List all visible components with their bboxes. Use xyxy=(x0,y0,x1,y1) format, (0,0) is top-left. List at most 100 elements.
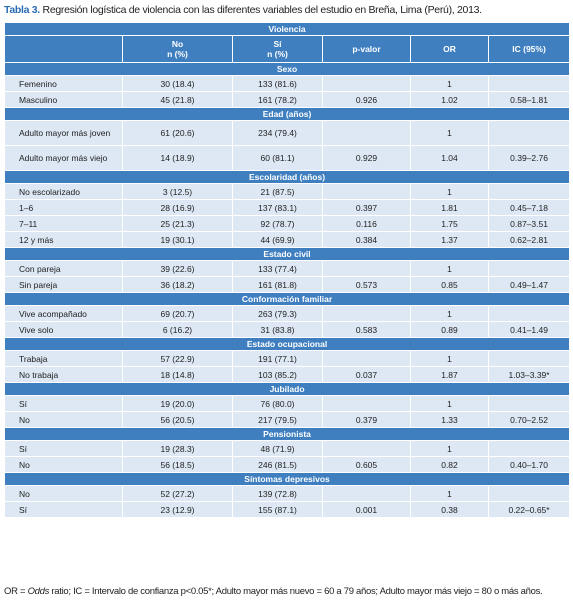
cell xyxy=(487,485,571,502)
cell: 19 (20.0) xyxy=(122,395,233,412)
table-label: Tabla 3. xyxy=(4,4,40,16)
footnote: OR = Odds ratio; IC = Intervalo de confi… xyxy=(4,586,543,597)
row-label: 7–11 xyxy=(4,215,123,232)
section-header: Estado civil xyxy=(3,247,571,261)
cell: 1.81 xyxy=(410,199,489,216)
data-row: Con pareja 39 (22.6) 133 (77.4) 1 xyxy=(4,260,571,277)
cell: 56 (18.5) xyxy=(122,456,233,473)
cell: 1 xyxy=(410,75,489,92)
cell xyxy=(487,260,571,277)
cell: 103 (85.2) xyxy=(232,366,323,383)
cell: 0.379 xyxy=(322,411,411,428)
data-row: 1–6 28 (16.9) 137 (83.1) 0.397 1.81 0.45–7.18 xyxy=(4,199,571,216)
row-label: 12 y más xyxy=(4,231,123,248)
cell: 0.58–1.81 xyxy=(487,91,571,108)
column-header-line: Sí xyxy=(273,39,282,49)
cell: 36 (18.2) xyxy=(122,276,233,293)
cell: 0.926 xyxy=(322,91,411,108)
cell: 0.70–2.52 xyxy=(487,411,571,428)
cell: 19 (28.3) xyxy=(122,440,233,457)
data-row: Vive acompañado 69 (20.7) 263 (79.3) 1 xyxy=(4,305,571,322)
cell xyxy=(487,183,571,200)
cell xyxy=(322,485,411,502)
column-header: OR xyxy=(410,35,489,63)
cell xyxy=(487,75,571,92)
cell xyxy=(322,260,411,277)
data-row: Adulto mayor más joven 61 (20.6) 234 (79.4… xyxy=(4,120,571,146)
row-label: Femenino xyxy=(4,75,123,92)
column-header: No n (%) xyxy=(122,35,233,63)
section-header: Pensionista xyxy=(3,427,571,441)
cell: 57 (22.9) xyxy=(122,350,233,367)
section-header-row: Escolaridad (años) xyxy=(3,170,571,184)
cell: 0.037 xyxy=(322,366,411,383)
section-header: Sexo xyxy=(3,62,571,76)
cell: 28 (16.9) xyxy=(122,199,233,216)
row-label: Masculino xyxy=(4,91,123,108)
row-label: No xyxy=(4,485,123,502)
data-row: No escolarizado 3 (12.5) 21 (87.5) 1 xyxy=(4,183,571,200)
column-header-line: n (%) xyxy=(167,49,188,59)
data-row: No 56 (20.5) 217 (79.5) 0.379 1.33 0.70–2.52 xyxy=(4,411,571,428)
cell xyxy=(322,350,411,367)
title-text: Regresión logística de violencia con las… xyxy=(39,4,483,16)
cell: 161 (81.8) xyxy=(232,276,323,293)
cell: 0.22–0.65* xyxy=(487,501,571,518)
section-header: Síntomas depresivos xyxy=(3,472,571,486)
row-label: Adulto mayor más joven xyxy=(4,120,123,146)
data-row: 12 y más 19 (30.1) 44 (69.9) 0.384 1.37 0.62–… xyxy=(4,231,571,248)
data-row: No 52 (27.2) 139 (72.8) 1 xyxy=(4,485,571,502)
cell: 133 (81.6) xyxy=(232,75,323,92)
cell: 0.397 xyxy=(322,199,411,216)
column-header-line: p-valor xyxy=(352,44,381,54)
cell: 0.001 xyxy=(322,501,411,518)
row-label: Sin pareja xyxy=(4,276,123,293)
cell: 0.605 xyxy=(322,456,411,473)
cell: 0.583 xyxy=(322,321,411,338)
cell: 1 xyxy=(410,440,489,457)
cell: 56 (20.5) xyxy=(122,411,233,428)
cell: 14 (18.9) xyxy=(122,145,233,171)
cell: 1.37 xyxy=(410,231,489,248)
column-header: Sí n (%) xyxy=(232,35,323,63)
cell: 1.33 xyxy=(410,411,489,428)
row-label: 1–6 xyxy=(4,199,123,216)
cell: 44 (69.9) xyxy=(232,231,323,248)
cell xyxy=(322,120,411,146)
cell: 60 (81.1) xyxy=(232,145,323,171)
row-label: No xyxy=(4,411,123,428)
cell: 0.87–3.51 xyxy=(487,215,571,232)
footnote-italic: Odds xyxy=(27,586,50,597)
section-header: Conformación familiar xyxy=(3,292,571,306)
section-header: Estado ocupacional xyxy=(3,337,571,351)
cell: 0.45–7.18 xyxy=(487,199,571,216)
cell: 0.82 xyxy=(410,456,489,473)
section-header-row: Síntomas depresivos xyxy=(3,472,571,486)
cell: 1 xyxy=(410,183,489,200)
data-row: Femenino 30 (18.4) 133 (81.6) 1 xyxy=(4,75,571,92)
cell: 0.573 xyxy=(322,276,411,293)
cell xyxy=(487,350,571,367)
cell: 6 (16.2) xyxy=(122,321,233,338)
row-label: Vive solo xyxy=(4,321,123,338)
cell: 0.39–2.76 xyxy=(487,145,571,171)
row-label: Vive acompañado xyxy=(4,305,123,322)
cell xyxy=(322,75,411,92)
column-header: p-valor xyxy=(322,35,411,63)
cell: 1 xyxy=(410,395,489,412)
cell: 263 (79.3) xyxy=(232,305,323,322)
cell: 61 (20.6) xyxy=(122,120,233,146)
cell: 23 (12.9) xyxy=(122,501,233,518)
data-row: Sí 19 (28.3) 48 (71.9) 1 xyxy=(4,440,571,457)
section-header-row: Estado civil xyxy=(3,247,571,261)
cell: 191 (77.1) xyxy=(232,350,323,367)
cell xyxy=(322,440,411,457)
table: Violencia No n (%) Sí n (%) p-valor OR IC (95%)… xyxy=(3,22,571,518)
cell: 31 (83.8) xyxy=(232,321,323,338)
corner-cell xyxy=(4,35,123,63)
cell: 234 (79.4) xyxy=(232,120,323,146)
cell: 21 (87.5) xyxy=(232,183,323,200)
data-row: 7–11 25 (21.3) 92 (78.7) 0.116 1.75 0.87–3.51 xyxy=(4,215,571,232)
section-header: Edad (años) xyxy=(3,107,571,121)
